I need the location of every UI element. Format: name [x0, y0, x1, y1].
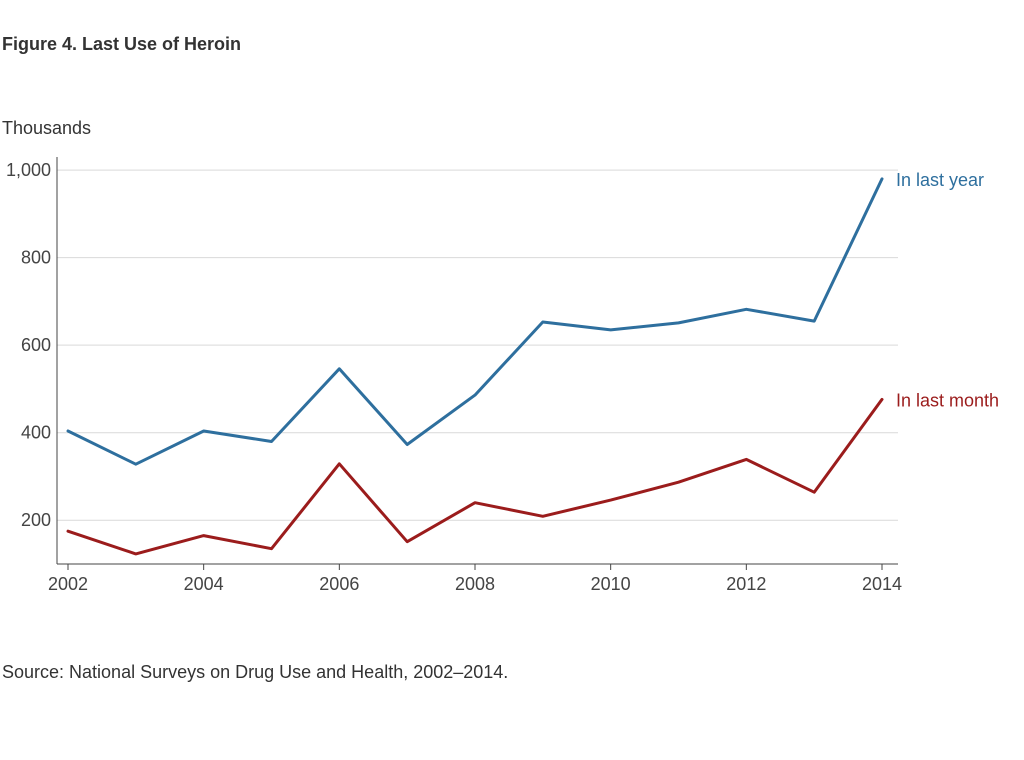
series-label-0: In last year — [896, 170, 984, 190]
series-labels: In last year In last month — [896, 170, 999, 411]
x-axis-ticks: 2002 2004 2006 2008 2010 2012 2014 — [48, 564, 902, 594]
y-axis-ticks: 200 400 600 800 1,000 — [6, 160, 51, 530]
y-tick-label: 800 — [21, 248, 51, 268]
x-tick-label: 2010 — [591, 574, 631, 594]
x-tick-label: 2004 — [184, 574, 224, 594]
axes — [56, 157, 898, 565]
gridlines — [57, 169, 898, 521]
x-tick-label: 2012 — [726, 574, 766, 594]
series-lines — [66, 177, 884, 556]
line-chart: Thousands 200 400 600 800 1,000 2002 2004 2006… — [2, 118, 999, 594]
x-tick-label: 2014 — [862, 574, 902, 594]
y-tick-label: 600 — [21, 335, 51, 355]
source-note: Source: National Surveys on Drug Use and… — [2, 662, 509, 682]
y-axis-unit-label: Thousands — [2, 118, 91, 138]
x-tick-label: 2008 — [455, 574, 495, 594]
series-line-0 — [66, 177, 884, 466]
y-tick-label: 1,000 — [6, 160, 51, 180]
y-tick-label: 200 — [21, 510, 51, 530]
x-tick-label: 2002 — [48, 574, 88, 594]
series-label-1: In last month — [896, 390, 999, 410]
series-line-1 — [66, 397, 884, 556]
figure-title: Figure 4. Last Use of Heroin — [2, 34, 242, 54]
x-tick-label: 2006 — [319, 574, 359, 594]
y-tick-label: 400 — [21, 423, 51, 443]
